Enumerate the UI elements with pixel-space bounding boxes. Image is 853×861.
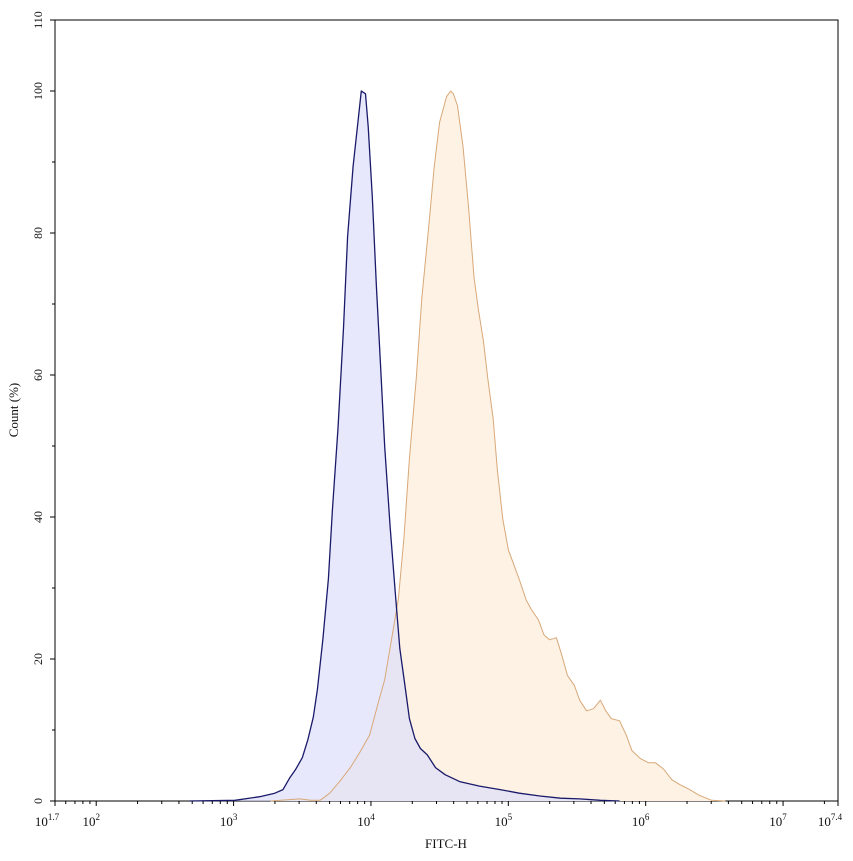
x-tick-label: 104 — [357, 812, 375, 829]
x-axis-label: FITC-H — [425, 836, 467, 851]
series-line-1 — [189, 90, 620, 802]
y-tick-label: 100 — [31, 82, 45, 100]
y-tick-label: 0 — [31, 798, 45, 804]
y-tick-label: 110 — [31, 11, 45, 29]
x-tick-label: 105 — [495, 812, 513, 829]
x-tick-label: 103 — [220, 812, 238, 829]
y-tick-label: 40 — [31, 511, 45, 523]
x-tick-label: 107.4 — [818, 812, 843, 829]
series-layer — [189, 90, 726, 802]
y-tick-label: 80 — [31, 227, 45, 239]
x-tick-label: 107 — [769, 812, 787, 829]
x-tick-label: 102 — [82, 812, 100, 829]
y-tick-label: 60 — [31, 369, 45, 381]
fills — [189, 91, 726, 801]
series-line-0 — [270, 90, 726, 802]
lines — [189, 90, 726, 802]
axis-layer: 101.7 102 103 104 105 106 107 107.4 0 20 40 60 80 100… — [31, 11, 843, 829]
x-tick-label: 106 — [632, 812, 650, 829]
y-tick-label: 20 — [31, 653, 45, 665]
x-tick-label: 101.7 — [35, 812, 60, 829]
y-axis-label: Count (%) — [6, 383, 21, 438]
series-fill-0 — [270, 91, 726, 801]
